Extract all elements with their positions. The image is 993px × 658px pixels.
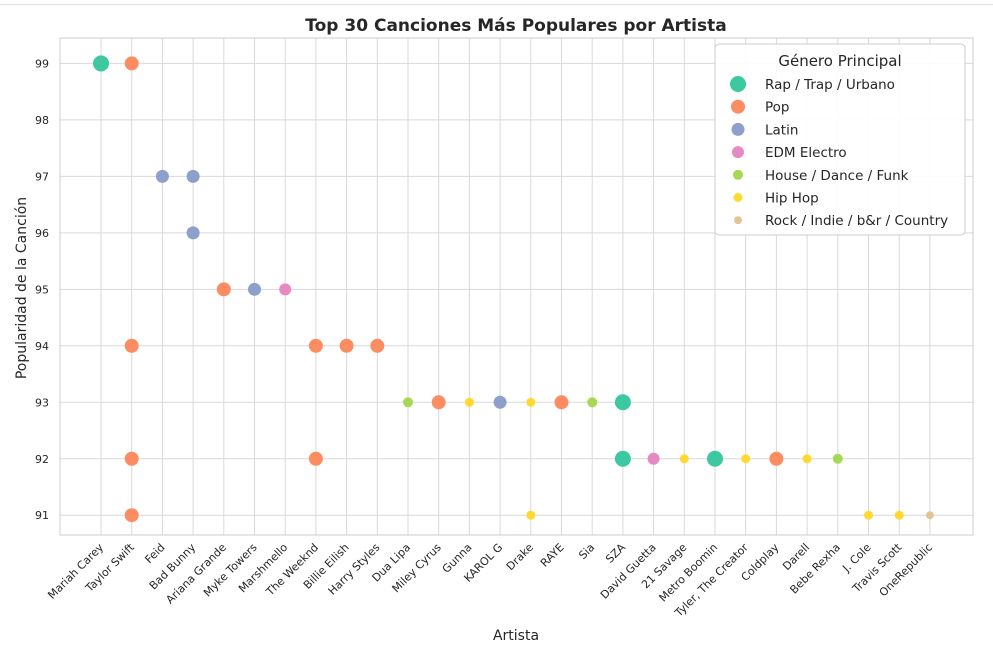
data-point: [308, 338, 323, 353]
y-tick-label: 96: [35, 227, 49, 240]
data-point: [769, 451, 784, 466]
data-point: [216, 282, 231, 297]
data-point: [431, 395, 446, 410]
legend-marker: [734, 216, 742, 225]
data-point: [186, 169, 200, 183]
data-point: [124, 451, 139, 466]
y-tick-label: 97: [35, 170, 49, 183]
data-point: [526, 510, 536, 520]
legend-entry: EDM Electro: [765, 145, 847, 161]
y-tick-label: 99: [35, 57, 49, 70]
y-axis-label: Popularidad de la Canción: [14, 197, 30, 379]
x-tick-label: Feid: [142, 541, 167, 566]
legend-marker: [733, 169, 743, 180]
x-tick-label: Sia: [576, 541, 597, 562]
legend-marker: [731, 122, 745, 136]
legend-marker: [733, 193, 743, 202]
data-point: [93, 55, 109, 72]
legend-marker: [730, 76, 746, 92]
plot-frame: [59, 37, 974, 536]
data-point: [587, 397, 598, 408]
x-tick-label: Drake: [504, 541, 536, 573]
data-point: [124, 508, 139, 523]
data-point: [554, 395, 569, 410]
y-tick-labels: 91 92 93 94 95 96 97 98 99: [35, 57, 49, 522]
data-point: [832, 453, 843, 464]
data-point: [279, 283, 292, 296]
data-point: [741, 454, 751, 464]
y-tick-label: 95: [35, 283, 49, 296]
data-point: [339, 338, 354, 353]
y-tick-label: 93: [35, 396, 49, 409]
y-tick-label: 94: [35, 340, 49, 353]
y-tick-label: 91: [35, 509, 49, 522]
data-point: [124, 338, 139, 353]
data-point: [186, 226, 200, 240]
data-points: [93, 55, 934, 523]
data-point: [864, 510, 873, 520]
x-axis-label: Artista: [493, 628, 539, 644]
legend-entry: House / Dance / Funk: [765, 168, 909, 184]
chart-title: Top 30 Canciones Más Populares por Artis…: [305, 16, 726, 36]
legend-entry: Rap / Trap / Urbano: [765, 77, 895, 93]
data-point: [248, 282, 261, 296]
data-point: [403, 397, 413, 408]
legend-box: [714, 43, 966, 236]
window-top-border: [0, 0, 993, 5]
data-point: [647, 452, 660, 465]
data-point: [526, 397, 536, 407]
legend-entry: Latin: [765, 122, 798, 138]
data-point: [155, 169, 169, 183]
data-point: [308, 451, 323, 466]
data-point: [124, 56, 139, 71]
legend-title: Género Principal: [778, 52, 901, 70]
data-point: [614, 394, 631, 411]
legend: Género Principal Rap / Trap / Urbano Pop L…: [714, 43, 966, 236]
data-point: [679, 454, 689, 464]
legend-marker: [732, 146, 744, 159]
legend-entry: Pop: [765, 100, 790, 116]
data-point: [370, 338, 385, 353]
data-point: [707, 450, 723, 467]
x-tick-label: SZA: [603, 541, 628, 566]
legend-entry: Hip Hop: [765, 191, 819, 207]
y-tick-label: 92: [35, 453, 49, 466]
legend-entry: Rock / Indie / b&r / Country: [765, 213, 948, 229]
data-point: [894, 510, 904, 520]
data-point: [493, 395, 507, 409]
data-point: [802, 454, 812, 464]
data-point: [614, 450, 631, 467]
data-point: [925, 511, 934, 520]
y-tick-label: 98: [35, 114, 49, 127]
x-tick-label: RAYE: [538, 541, 567, 570]
legend-marker: [731, 99, 745, 114]
data-point: [464, 397, 474, 407]
